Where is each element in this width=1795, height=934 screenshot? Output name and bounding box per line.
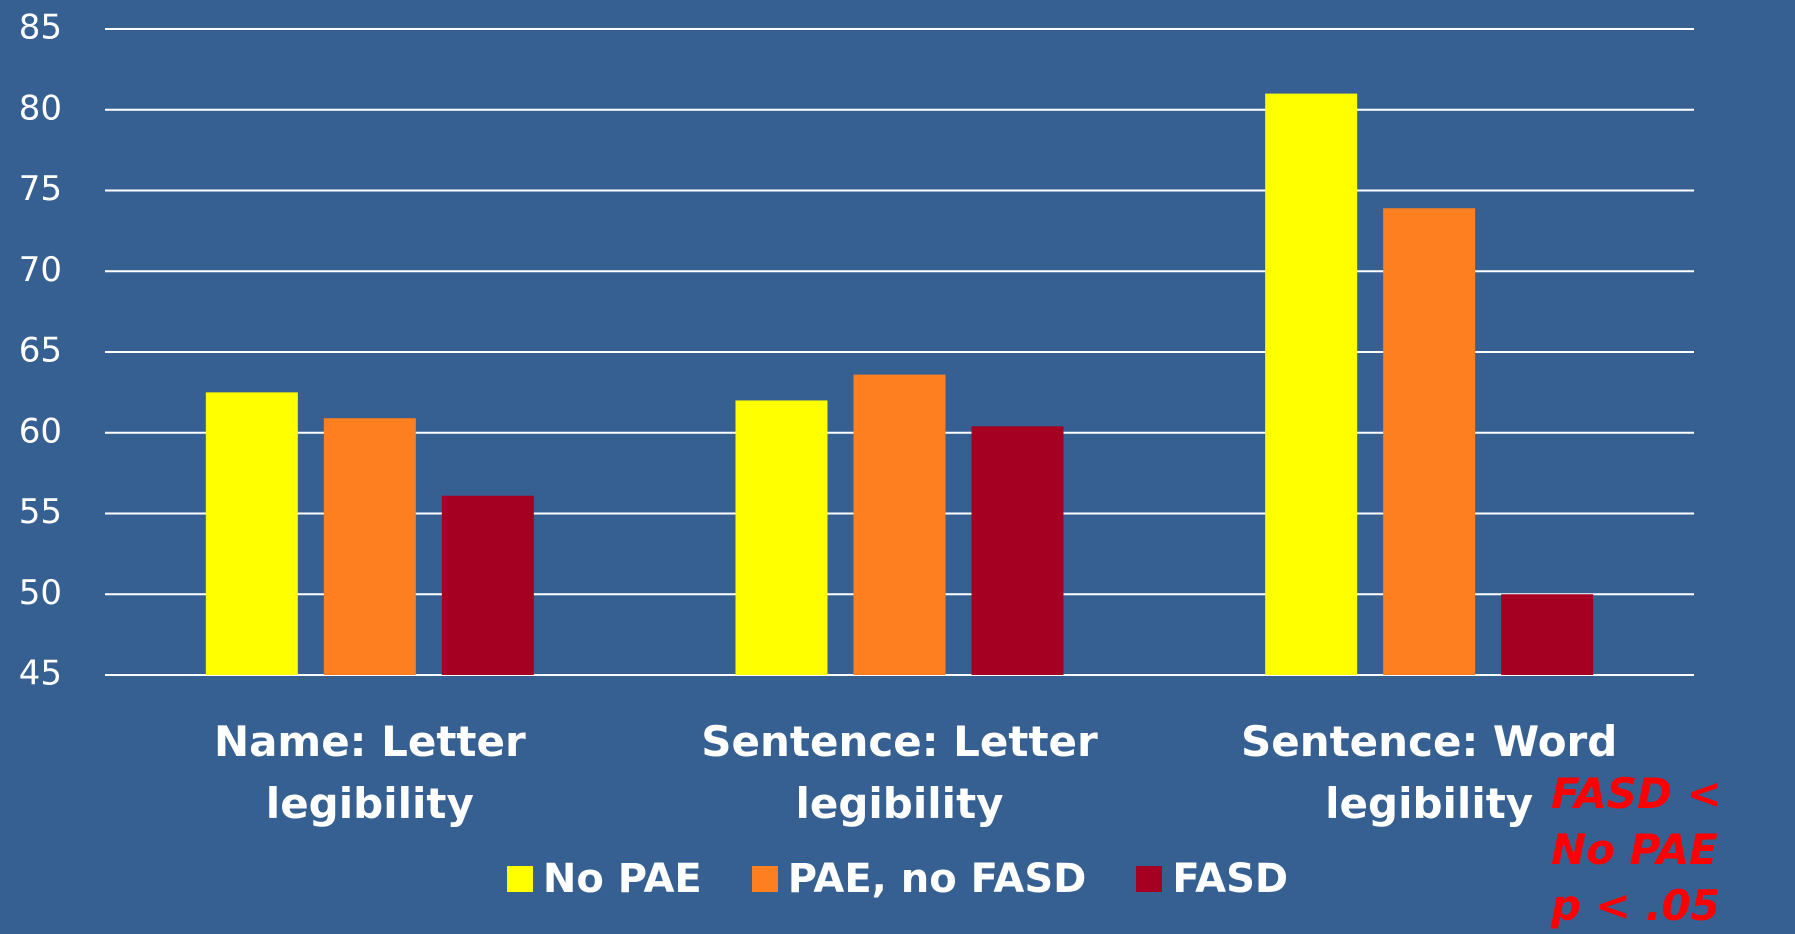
legend-swatch [1136, 866, 1163, 892]
y-tick-label: 50 [19, 573, 62, 613]
x-tick-label: Sentence: Letter legibility [701, 717, 1098, 828]
y-tick-label: 45 [19, 654, 62, 694]
bar [205, 392, 298, 675]
legend-item: PAE, no FASD [751, 856, 1087, 902]
bar [1501, 594, 1594, 675]
y-tick-label: 75 [19, 169, 62, 209]
y-tick-label: 70 [19, 250, 62, 290]
bar [1265, 93, 1358, 676]
legend: No PAE PAE, no FASD FASD [0, 856, 1795, 902]
legend-item: FASD [1136, 856, 1288, 902]
bar [971, 426, 1064, 675]
legend-label: No PAE [542, 856, 702, 902]
legend-swatch [506, 866, 533, 892]
legend-label: FASD [1172, 856, 1289, 902]
legend-label: PAE, no FASD [787, 856, 1087, 902]
annotation-text: p < .05 [1551, 881, 1720, 930]
annotation-text: FASD < No PAE [1551, 769, 1722, 874]
bar [1383, 208, 1476, 675]
y-tick-label: 60 [19, 411, 62, 451]
legend-item: No PAE [506, 856, 702, 902]
y-tick-label: 55 [19, 492, 62, 532]
bar [853, 374, 946, 675]
bar [735, 400, 828, 675]
x-tick-label: Name: Letter legibility [213, 717, 526, 828]
y-tick-label: 85 [19, 8, 62, 48]
y-tick-label: 65 [19, 331, 62, 371]
x-tick-label: Sentence: Word legibility [1240, 717, 1618, 828]
annotation: FASD < No PAE p < .05 [1551, 766, 1791, 934]
legend-swatch [751, 866, 778, 892]
bar [323, 418, 416, 675]
y-tick-label: 80 [19, 88, 62, 128]
bar [441, 495, 534, 675]
